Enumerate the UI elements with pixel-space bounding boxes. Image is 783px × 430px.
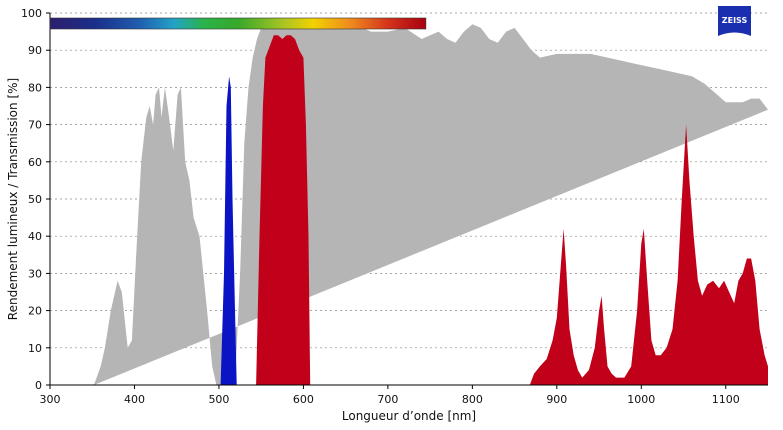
y-tick-label: 0 xyxy=(35,379,42,392)
y-axis-label: Rendement lumineux / Transmission [%] xyxy=(6,78,20,320)
y-tick-label: 70 xyxy=(28,119,42,132)
visible-spectrum-bar xyxy=(49,17,427,30)
y-tick-label: 80 xyxy=(28,81,42,94)
zeiss-logo: ZEISS xyxy=(718,6,751,36)
y-tick-label: 90 xyxy=(28,44,42,57)
y-tick-label: 30 xyxy=(28,267,42,280)
y-tick-label: 20 xyxy=(28,305,42,318)
series-area-1 xyxy=(220,76,237,385)
x-tick-label: 1100 xyxy=(712,393,740,406)
x-tick-label: 500 xyxy=(208,393,229,406)
zeiss-logo-shape xyxy=(718,6,751,36)
y-tick-label: 50 xyxy=(28,193,42,206)
x-tick-label: 1000 xyxy=(627,393,655,406)
x-tick-label: 700 xyxy=(377,393,398,406)
y-tick-label: 60 xyxy=(28,156,42,169)
zeiss-logo-text: ZEISS xyxy=(722,16,748,25)
x-tick-label: 600 xyxy=(293,393,314,406)
x-tick-label: 800 xyxy=(462,393,483,406)
series-area-0 xyxy=(93,20,768,386)
x-tick-label: 900 xyxy=(546,393,567,406)
data-series xyxy=(93,20,768,386)
x-tick-label: 400 xyxy=(124,393,145,406)
y-tick-label: 10 xyxy=(28,342,42,355)
x-axis-label: Longueur d’onde [nm] xyxy=(342,409,476,423)
x-tick-label: 300 xyxy=(40,393,61,406)
y-tick-label: 40 xyxy=(28,230,42,243)
y-tick-label: 100 xyxy=(21,7,42,20)
tick-labels: 300 400 500 600 700 800 900 1000 1100 0 10 20 30 40 50… xyxy=(21,7,740,406)
series-area-2 xyxy=(256,35,768,386)
